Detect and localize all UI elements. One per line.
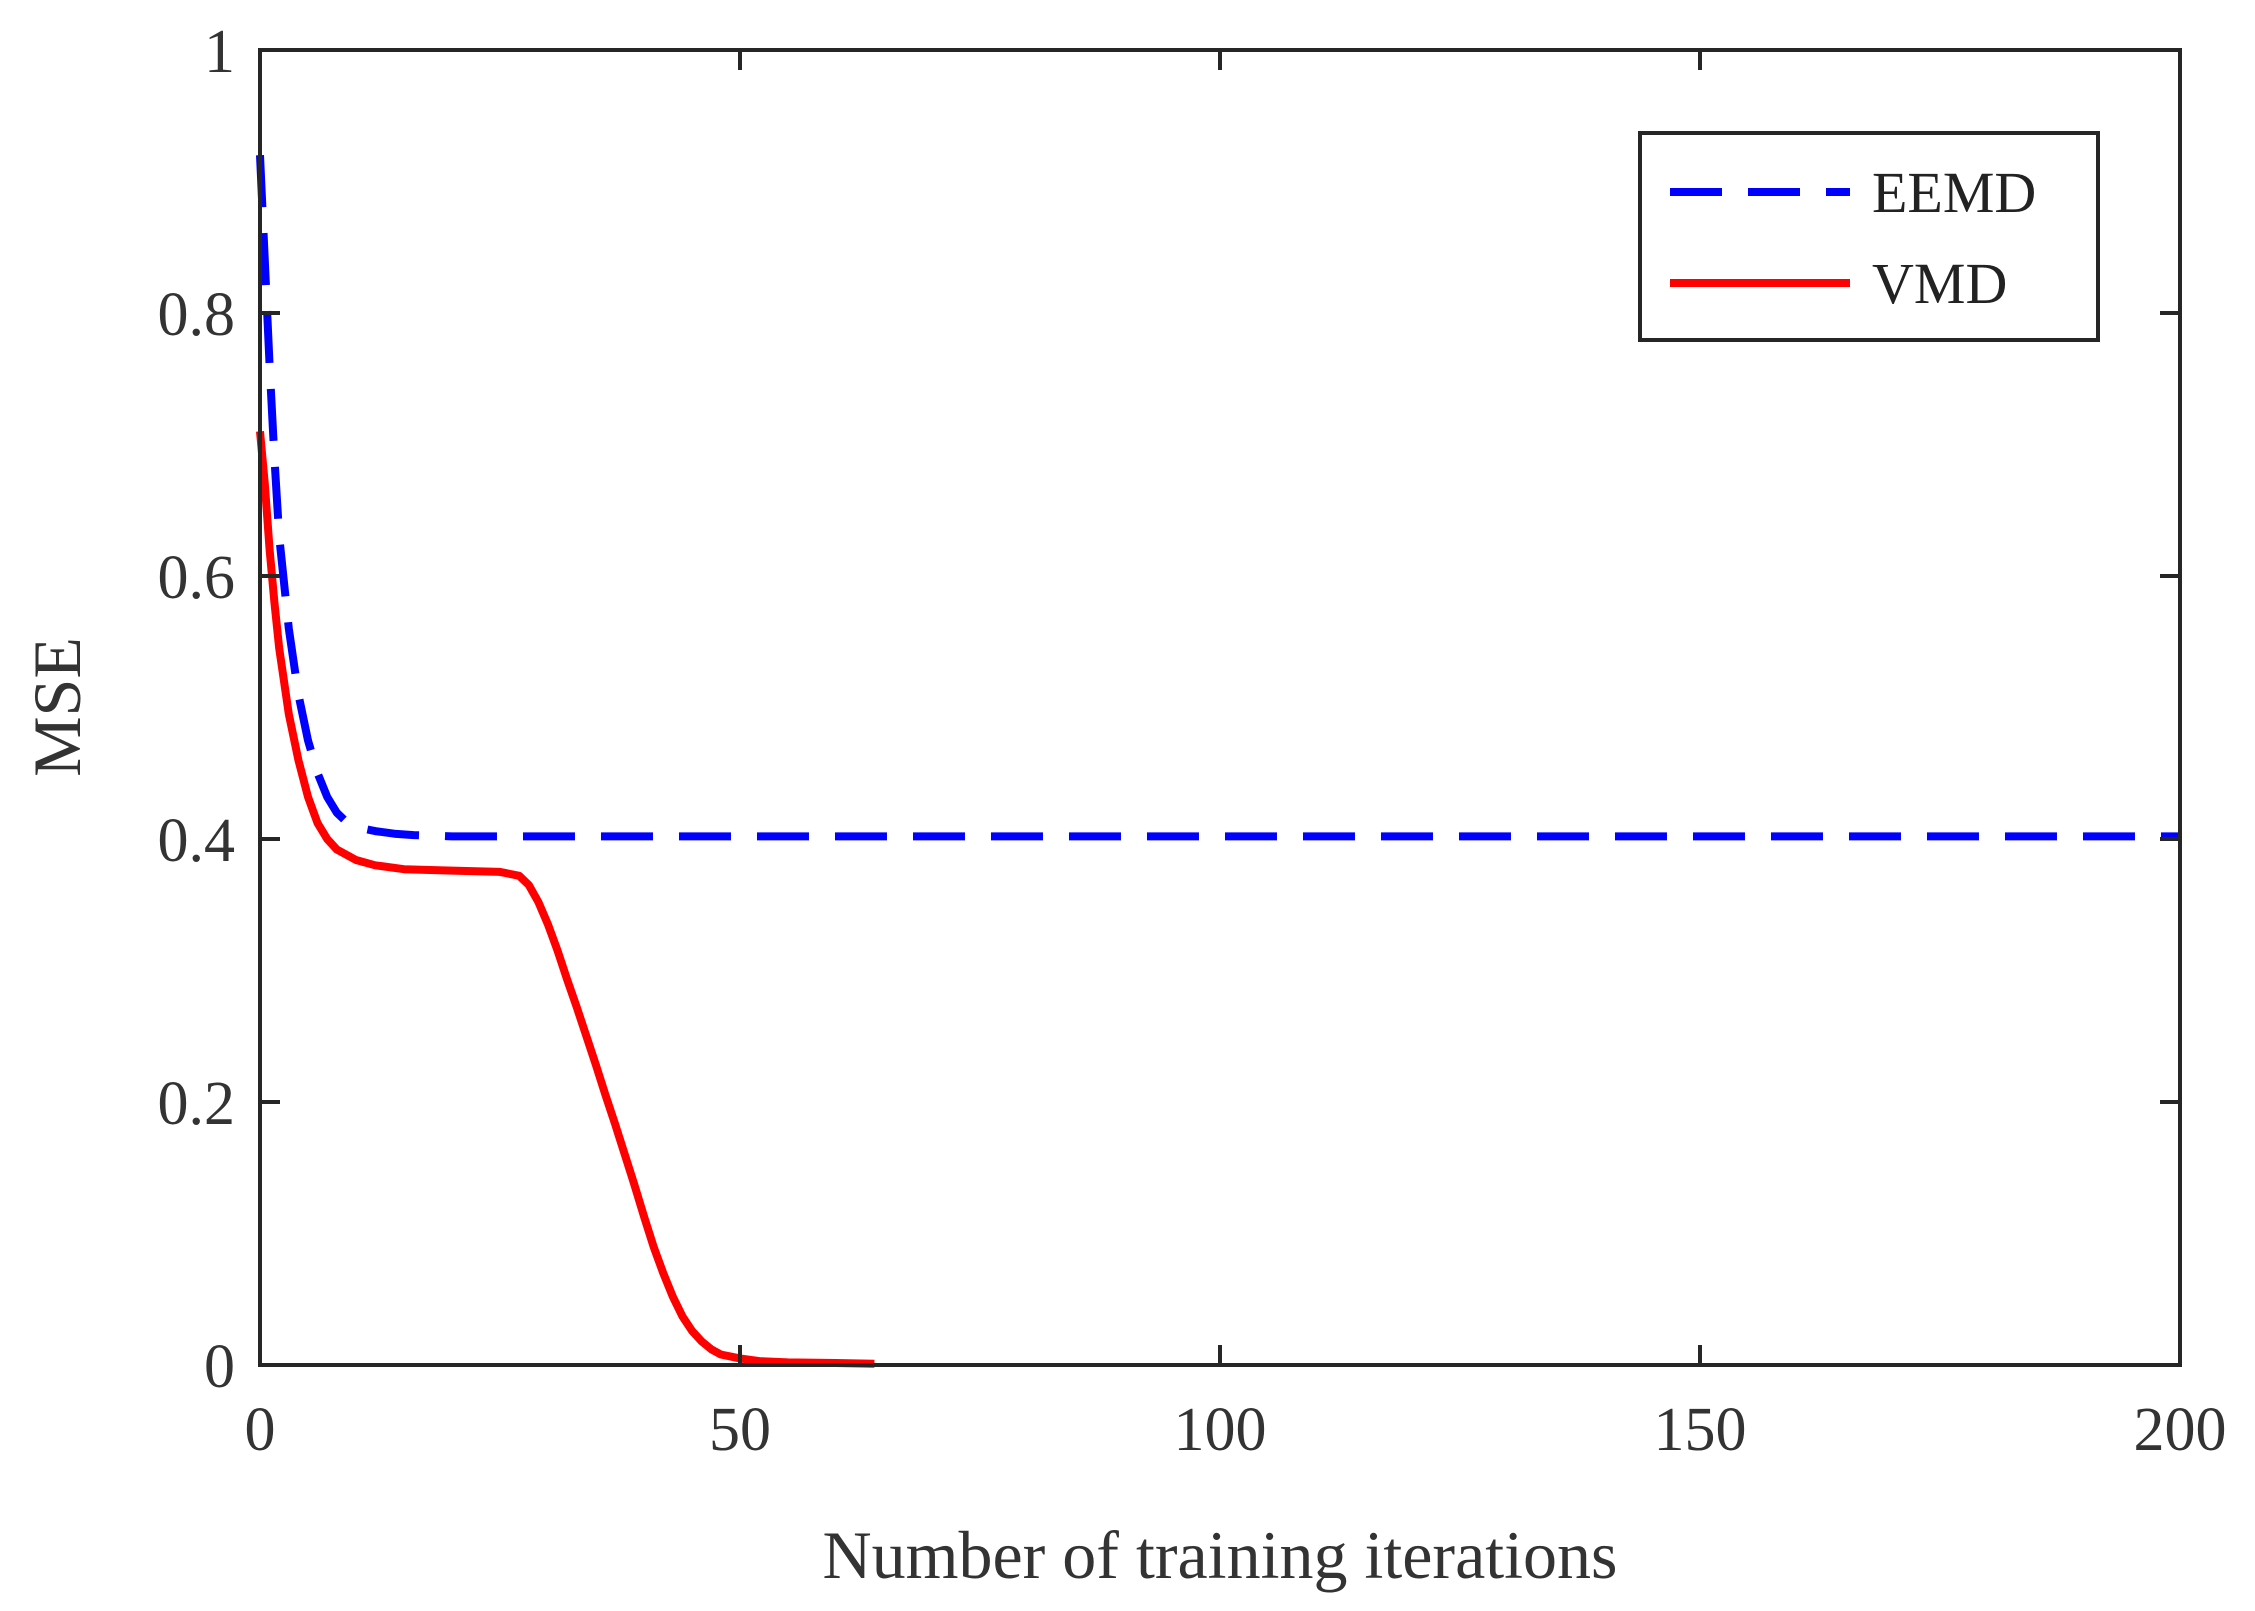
y-tick-label: 0.4 xyxy=(158,807,236,875)
series-line-eemd xyxy=(256,155,2180,841)
x-tick-label: 100 xyxy=(1174,1396,1267,1464)
legend: EEMD VMD xyxy=(1638,131,2100,342)
x-tick-label: 200 xyxy=(2134,1396,2227,1464)
x-axis-title: Number of training iterations xyxy=(822,1517,1617,1593)
legend-box xyxy=(1638,131,2100,342)
y-axis-title: MSE xyxy=(19,637,95,777)
axis-ticks: 0 50 100 150 200 0 0.2 0.4 0.6 0.8 1 xyxy=(158,18,2227,1464)
x-tick-label: 150 xyxy=(1654,1396,1747,1464)
y-tick-label: 0 xyxy=(204,1333,235,1401)
x-tick-label: 50 xyxy=(709,1396,771,1464)
series-line-vmd xyxy=(256,431,875,1368)
x-tick-label: 0 xyxy=(245,1396,276,1464)
legend-label-eemd: EEMD xyxy=(1872,160,2036,225)
y-tick-label: 1 xyxy=(204,18,235,86)
y-tick-label: 0.2 xyxy=(158,1070,236,1138)
y-tick-label: 0.8 xyxy=(158,281,236,349)
plot-lines xyxy=(256,155,2180,1368)
legend-label-vmd: VMD xyxy=(1872,251,2007,316)
y-tick-label: 0.6 xyxy=(158,544,236,612)
